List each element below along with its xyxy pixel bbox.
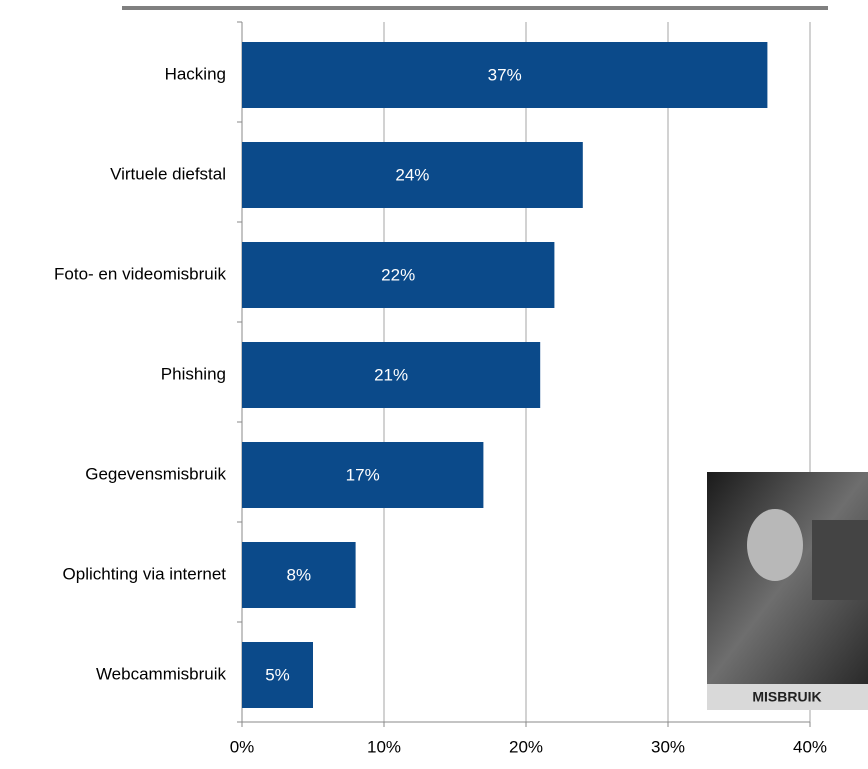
x-tick-label: 20% (509, 737, 543, 756)
inset-photo: MISBRUIK (707, 472, 868, 710)
y-tick-label: Foto- en videomisbruik (54, 264, 226, 283)
x-tick-label: 0% (230, 737, 255, 756)
bar (242, 542, 356, 608)
y-tick-label: Phishing (161, 364, 226, 383)
y-tick-label: Oplichting via internet (63, 564, 227, 583)
y-tick-label: Webcammisbruik (96, 664, 227, 683)
x-tick-label: 10% (367, 737, 401, 756)
bar (242, 242, 555, 308)
y-tick-label: Gegevensmisbruik (85, 464, 226, 483)
plot-area: 0% 10% 20% 30% 40% Hacking 37% Virtuele diefsta… (54, 21, 827, 756)
x-tick-label: 30% (651, 737, 685, 756)
bar (242, 142, 583, 208)
data-label: 22% (381, 265, 415, 284)
data-label: 21% (374, 365, 408, 384)
photo-monitor (812, 520, 868, 600)
photo-face (747, 509, 803, 581)
bar (242, 342, 541, 408)
bar (242, 442, 484, 508)
data-label: 37% (488, 65, 522, 84)
data-label: 17% (346, 465, 380, 484)
y-tick-label: Virtuele diefstal (110, 164, 226, 183)
y-tick-label: Hacking (165, 64, 226, 83)
data-label: 5% (265, 665, 290, 684)
photo-caption-bg (707, 684, 868, 710)
x-tick-label: 40% (793, 737, 827, 756)
photo-caption: MISBRUIK (752, 689, 821, 705)
bar (242, 42, 768, 108)
data-label: 8% (287, 565, 312, 584)
bar (242, 642, 313, 708)
data-label: 24% (395, 165, 429, 184)
